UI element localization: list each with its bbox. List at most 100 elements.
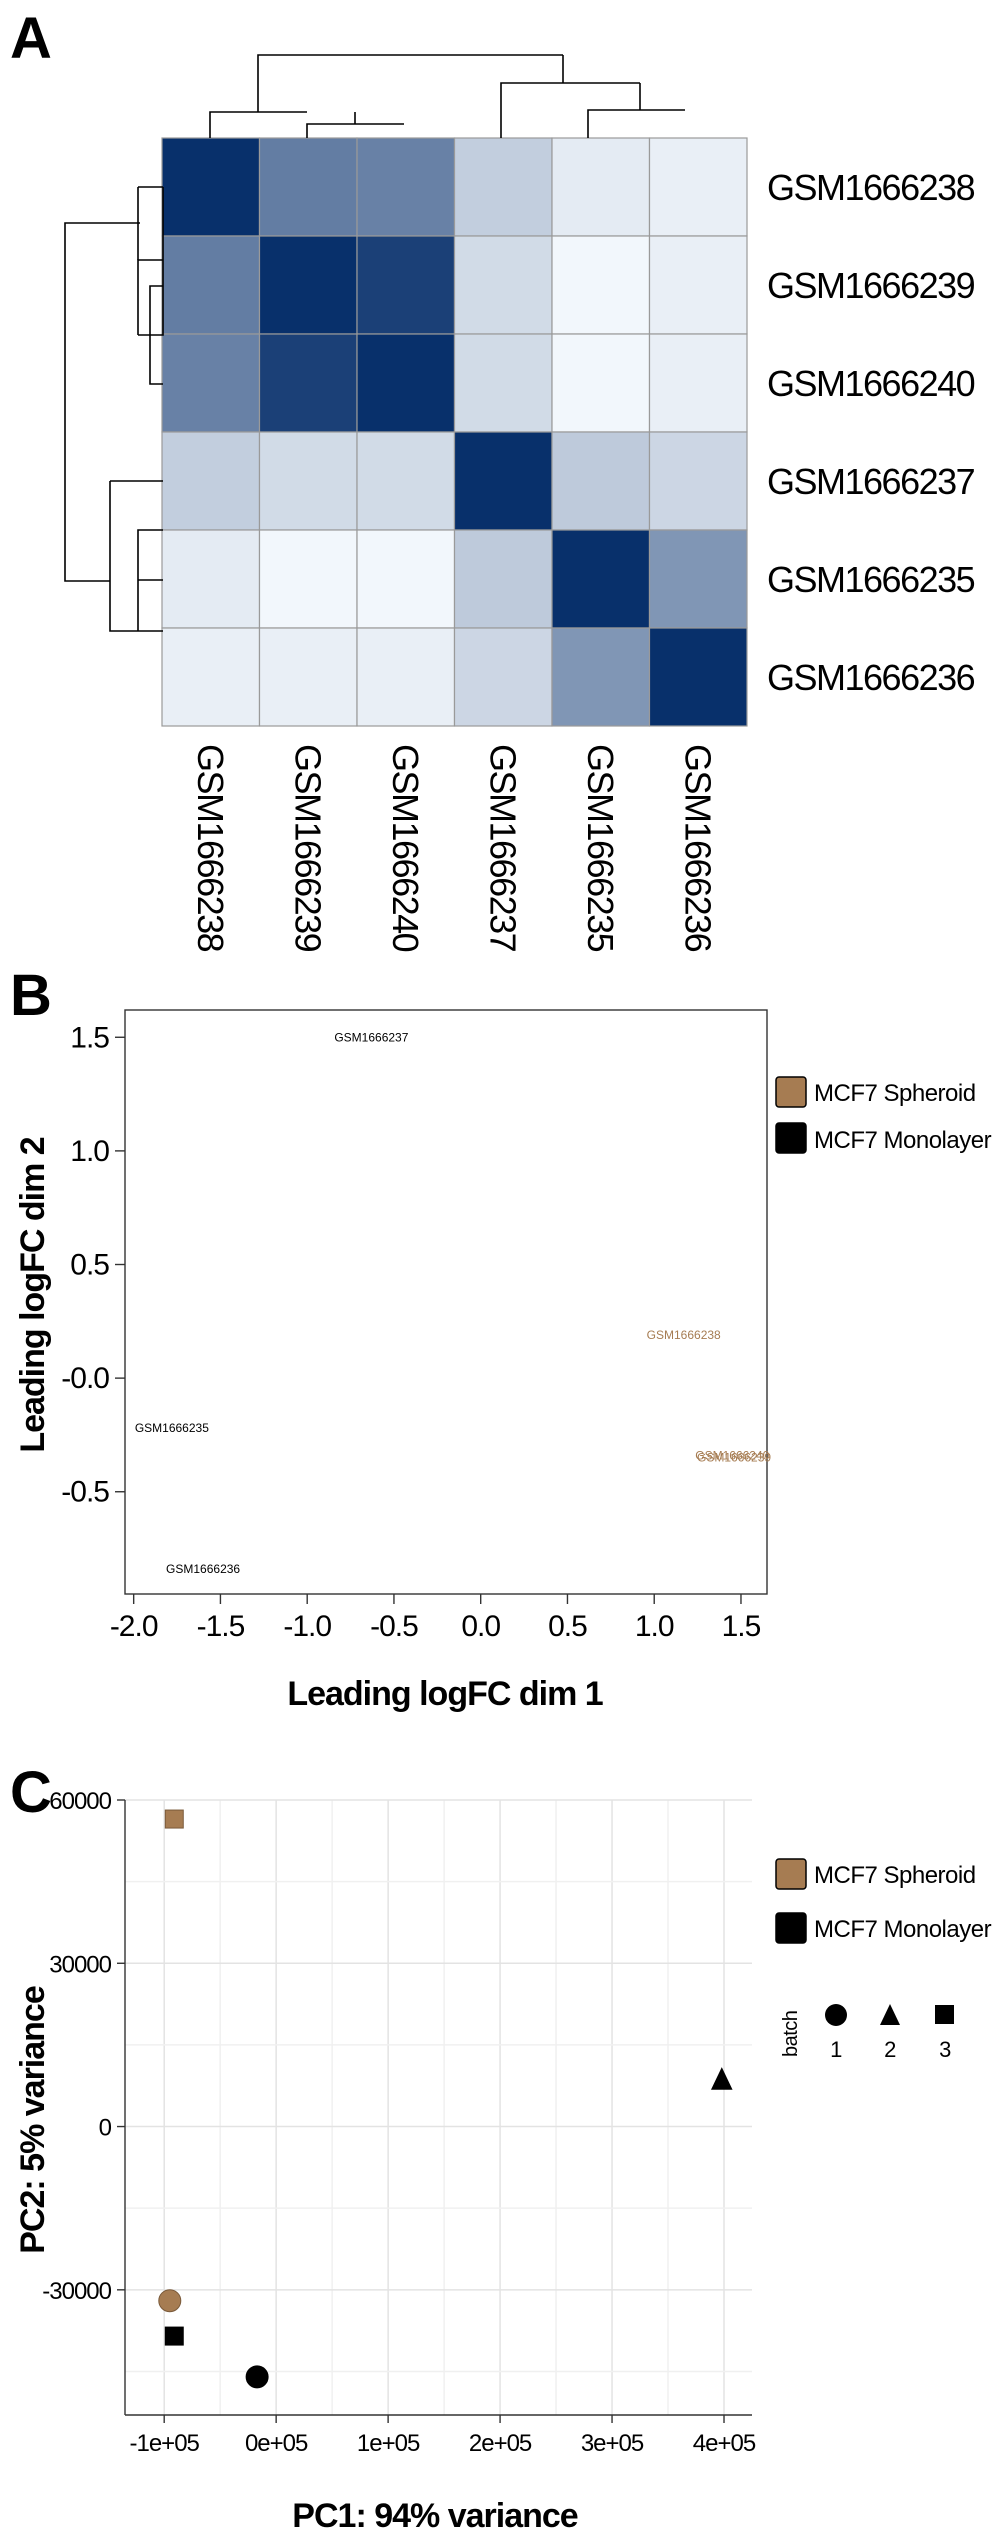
- mds-y-tick-label: 0.5: [70, 1249, 109, 1282]
- mds-legend-swatch-monolayer: [775, 1122, 807, 1154]
- mds-y-tick-label: 1.0: [70, 1135, 109, 1168]
- pca-point-circle: [158, 2289, 182, 2313]
- pca-legend-label-spheroid: MCF7 Spheroid: [814, 1862, 976, 1889]
- heatmap-cell: [161, 627, 261, 727]
- heatmap-cell: [648, 235, 748, 335]
- heatmap-column-label: GSM1666235: [580, 744, 621, 952]
- mds-legend-label-spheroid: MCF7 Spheroid: [814, 1080, 976, 1107]
- heatmap-row-label: GSM1666236: [767, 657, 975, 698]
- heatmap-cell: [258, 627, 358, 727]
- heatmap-cell: [356, 529, 456, 629]
- mds-x-tick-label: 1.0: [635, 1610, 674, 1643]
- heatmap-cell: [648, 431, 748, 531]
- mds-y-tick-label: 1.5: [70, 1021, 109, 1054]
- mds-plot: -2.0 -1.5 -1.0 -0.5 0.0 0.5 1.0 1.5 1.5 1.0 0.5 -0…: [14, 1009, 992, 1713]
- pca-y-tick-label: 0: [99, 2115, 112, 2142]
- heatmap-cell: [258, 431, 358, 531]
- pca-y-tick-label: 30000: [49, 1951, 111, 1978]
- mds-point-label: GSM1666235: [135, 1421, 209, 1435]
- heatmap-row-label: GSM1666235: [767, 559, 975, 600]
- pca-points: [158, 1809, 733, 2389]
- heatmap-row-label: GSM1666237: [767, 461, 975, 502]
- heatmap-cell: [356, 333, 456, 433]
- heatmap-cell: [356, 431, 456, 531]
- heatmap-cell: [648, 137, 748, 237]
- pca-x-tick-label: 0e+05: [245, 2430, 308, 2457]
- heatmap-cells: [161, 137, 748, 727]
- batch-legend-label-3: 3: [939, 2037, 951, 2062]
- mds-x-tick-label: -0.5: [370, 1610, 418, 1643]
- pca-y-tick-label: 60000: [49, 1788, 111, 1815]
- pca-legend: MCF7 Spheroid MCF7 Monolayer: [775, 1858, 992, 1944]
- mds-x-tick-label: 0.0: [461, 1610, 500, 1643]
- heatmap-row-labels: GSM1666238 GSM1666239 GSM1666240 GSM1666237…: [767, 167, 976, 698]
- heatmap-cell: [453, 235, 553, 335]
- batch-legend-label-1: 1: [830, 2037, 842, 2062]
- heatmap-cell: [161, 529, 261, 629]
- heatmap-cell: [551, 431, 651, 531]
- heatmap-cell: [648, 627, 748, 727]
- heatmap-row-label: GSM1666238: [767, 167, 975, 208]
- heatmap-cell: [453, 333, 553, 433]
- mds-x-tick-label: 1.5: [722, 1610, 761, 1643]
- pca-point-square: [164, 2326, 184, 2346]
- heatmap-column-label: GSM1666240: [385, 744, 426, 952]
- pca-legend-swatch-spheroid: [775, 1858, 807, 1890]
- heatmap-cell: [551, 333, 651, 433]
- heatmap-cell: [453, 431, 553, 531]
- heatmap-column-label: GSM1666237: [482, 744, 523, 952]
- mds-y-tick-label: -0.5: [61, 1476, 109, 1509]
- heatmap-cell: [356, 627, 456, 727]
- heatmap-row-label: GSM1666240: [767, 363, 975, 404]
- pca-x-tick-label: 3e+05: [581, 2430, 644, 2457]
- mds-x-axis-title: Leading logFC dim 1: [287, 1675, 602, 1713]
- batch-legend-square-icon: [935, 2005, 954, 2024]
- mds-x-axis: -2.0 -1.5 -1.0 -0.5 0.0 0.5 1.0 1.5: [110, 1594, 762, 1643]
- mds-point-label: GSM1666237: [334, 1030, 408, 1044]
- heatmap-cell: [551, 627, 651, 727]
- mds-plot-frame: [124, 1009, 768, 1595]
- pca-plot: -1e+05 0e+05 1e+05 2e+05 3e+05 4e+05 60000 300…: [14, 1788, 992, 2534]
- heatmap-cell: [453, 137, 553, 237]
- heatmap-cell: [551, 235, 651, 335]
- pca-legend-label-monolayer: MCF7 Monolayer: [814, 1916, 992, 1943]
- column-dendrogram: [209, 54, 685, 138]
- batch-legend-label-2: 2: [884, 2037, 896, 2062]
- heatmap-column-labels: GSM1666238 GSM1666239 GSM1666240 GSM1666237…: [190, 744, 719, 952]
- pca-x-tick-label: 4e+05: [693, 2430, 756, 2457]
- mds-y-axis-title: Leading logFC dim 2: [14, 1137, 52, 1452]
- pca-y-tick-label: -30000: [42, 2278, 111, 2305]
- heatmap-cell: [551, 137, 651, 237]
- mds-x-tick-label: -2.0: [110, 1610, 158, 1643]
- panel-letter-b: B: [10, 963, 52, 1028]
- heatmap-cell: [258, 137, 358, 237]
- pca-x-axis-title: PC1: 94% variance: [292, 2497, 577, 2534]
- pca-point-circle: [245, 2365, 269, 2389]
- pca-y-axis: 60000 30000 0 -30000: [42, 1788, 125, 2305]
- mds-legend-swatch-spheroid: [775, 1076, 807, 1108]
- pca-x-tick-label: 2e+05: [469, 2430, 532, 2457]
- heatmap-cell: [258, 529, 358, 629]
- heatmap-cell: [356, 137, 456, 237]
- heatmap-cell: [551, 529, 651, 629]
- panel-letter-a: A: [10, 6, 52, 71]
- panel-letter-c: C: [10, 1760, 52, 1825]
- heatmap-cell: [648, 333, 748, 433]
- pca-x-tick-label: 1e+05: [357, 2430, 420, 2457]
- batch-legend: batch 1 2 3: [780, 2004, 954, 2062]
- batch-legend-circle-icon: [825, 2004, 847, 2026]
- mds-x-tick-label: -1.5: [197, 1610, 245, 1643]
- mds-y-tick-label: -0.0: [61, 1362, 109, 1395]
- heatmap-cell: [258, 333, 358, 433]
- pca-legend-swatch-monolayer: [775, 1912, 807, 1944]
- mds-point-label: GSM1666240: [695, 1448, 769, 1462]
- pca-gridlines: [124, 1799, 752, 2416]
- batch-legend-title: batch: [780, 2011, 802, 2057]
- heatmap-column-label: GSM1666236: [677, 744, 718, 952]
- mds-point-label: GSM1666239: [697, 1451, 771, 1465]
- heatmap-cell: [356, 235, 456, 335]
- heatmap-cell: [161, 333, 261, 433]
- heatmap-cell: [161, 431, 261, 531]
- mds-legend: MCF7 Spheroid MCF7 Monolayer: [775, 1076, 992, 1154]
